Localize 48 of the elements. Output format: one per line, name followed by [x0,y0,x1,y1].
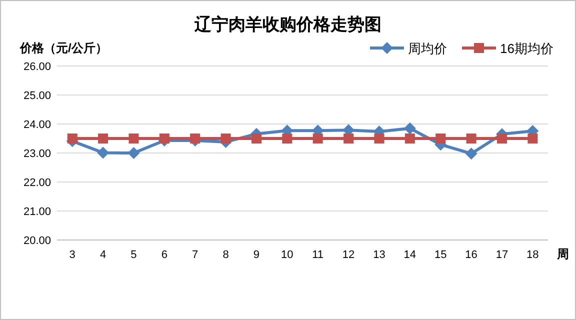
x-tick-label: 10 [281,249,294,261]
point [159,134,170,144]
x-tick-label: 7 [192,249,198,261]
point [404,122,416,134]
legend-label: 16期均价 [500,41,554,56]
chart-title: 辽宁肉羊收购价格走势图 [194,15,382,34]
x-tick-label: 8 [222,249,229,261]
point [436,134,446,144]
point [404,134,415,144]
point [374,134,384,144]
y-tick-label: 24.00 [23,119,51,131]
x-tick-label: 14 [404,249,416,261]
point [528,134,538,144]
x-tick-label: 11 [312,249,324,261]
x-tick-label: 4 [100,249,106,261]
point [128,134,139,144]
point [67,134,78,144]
x-tick-label: 6 [161,249,168,261]
x-tick-label: 12 [342,249,355,261]
point [97,146,110,159]
y-tick-label: 21.00 [23,206,51,218]
y-tick-label: 23.00 [23,148,51,160]
x-tick-label: 13 [373,249,386,261]
point [190,134,200,144]
x-tick-label: 18 [526,249,539,261]
point [220,134,231,144]
x-tick-label: 17 [496,249,508,261]
x-axis-title: 周 [556,247,569,261]
y-axis-title: 价格（元/公斤） [19,41,108,55]
point [496,134,507,144]
y-tick-label: 22.00 [23,177,51,189]
legend-label: 周均价 [408,41,447,56]
x-tick-label: 15 [434,249,447,261]
y-tick-label: 20.00 [23,235,51,247]
x-tick-label: 16 [465,249,478,261]
point [465,148,478,160]
point [251,134,262,144]
point [282,134,292,144]
point [98,134,108,144]
y-tick-label: 26.00 [23,61,51,73]
y-tick-label: 25.00 [23,90,51,102]
point [312,134,323,144]
point [466,134,476,144]
x-tick-label: 3 [69,249,76,261]
x-tick-label: 9 [253,249,260,261]
point [344,134,354,144]
point [128,147,140,159]
x-tick-label: 5 [130,249,137,261]
